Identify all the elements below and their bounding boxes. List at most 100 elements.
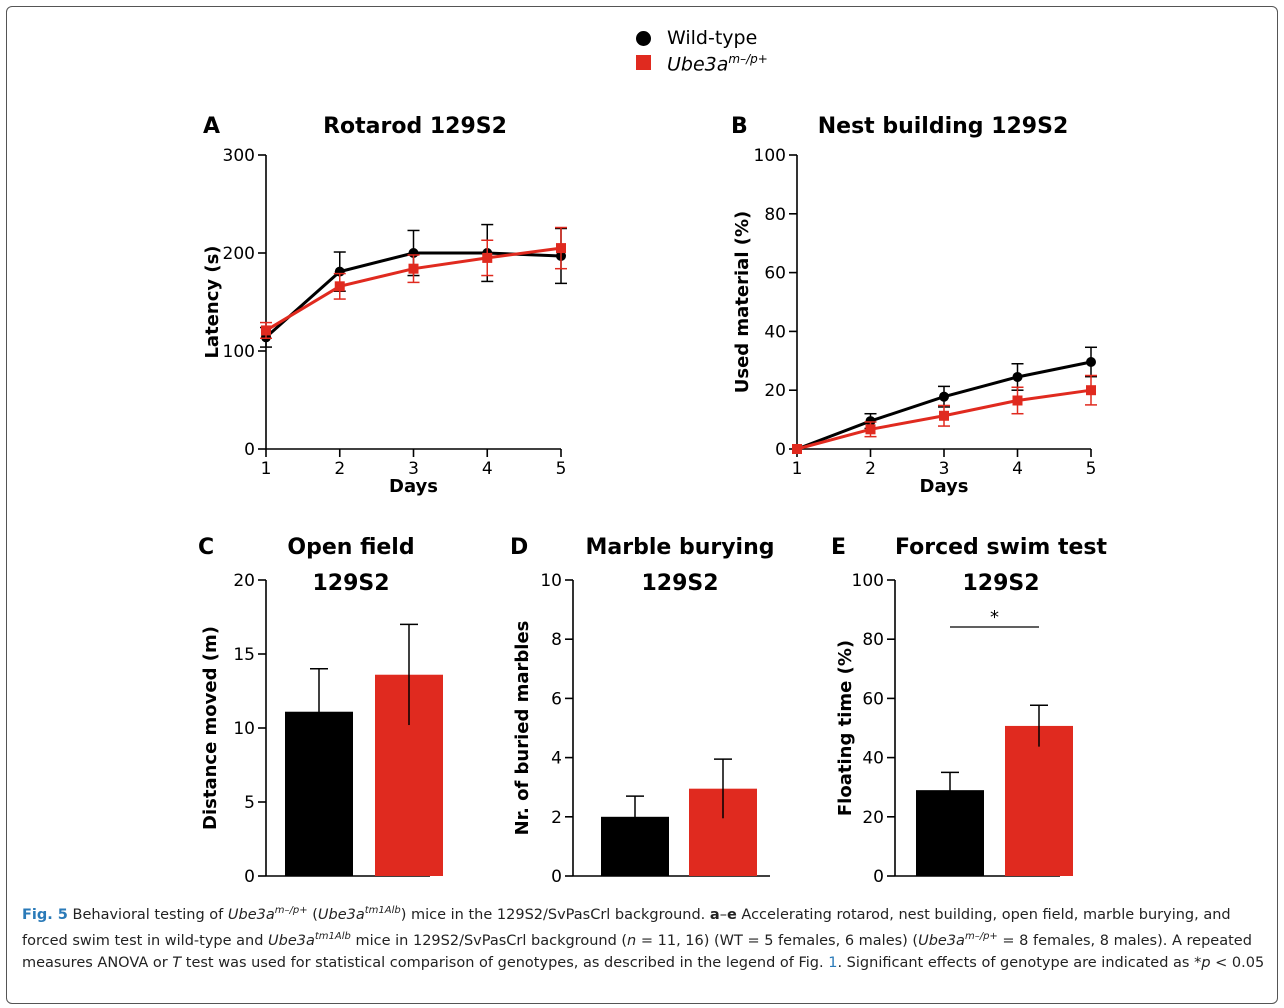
chart-title: 129S2 [312,571,389,596]
x-tick-label: 2 [334,459,345,479]
data-point-mutant [261,325,271,336]
x-tick-label: 4 [1012,459,1023,479]
caption-sup: m–/p+ [964,930,998,942]
caption-text: Behavioral testing of [72,906,228,923]
caption-n: n [627,932,637,949]
chart-title: 129S2 [641,571,718,596]
caption-p: p [1201,954,1211,971]
caption-text: = 8 females, 8 males). A repeated measur… [22,932,1252,971]
caption-text: – [719,906,727,923]
data-point-mutant [482,252,493,263]
data-point-wildtype [939,391,949,402]
chart-title: 129S2 [962,571,1039,596]
y-tick-label: 0 [775,440,786,460]
y-tick-label: 0 [244,867,255,887]
y-tick-label: 8 [551,630,562,650]
y-tick-label: 100 [852,571,884,591]
y-tick-label: 6 [551,689,562,709]
bar-mutant [1005,725,1073,876]
x-tick-label: 5 [1086,459,1097,479]
caption-text: mice in 129S2/SvPasCrl background ( [350,932,628,949]
caption-text: ( [307,906,318,923]
data-point-mutant [792,444,802,454]
y-tick-label: 4 [551,749,562,769]
caption-panel-ref: a [709,906,720,923]
y-axis-label: Latency (s) [202,245,223,358]
data-point-wildtype [865,416,876,427]
panel-letter: B [731,114,748,139]
panel-letter: D [510,535,528,560]
y-axis-label: Nr. of buried marbles [512,621,533,836]
x-tick-label: 1 [261,459,272,479]
y-tick-label: 60 [764,264,786,284]
data-point-mutant [408,263,419,274]
x-tick-label: 3 [408,459,419,479]
y-tick-label: 40 [862,749,884,769]
caption-fig-link[interactable]: 1 [828,954,838,971]
y-tick-label: 100 [223,342,255,362]
legend: Wild-type Ube3am–/p+ [636,26,768,76]
caption-sup: tm1Alb [314,930,351,942]
y-tick-label: 100 [754,146,786,166]
x-tick-label: 5 [556,459,567,479]
y-tick-label: 60 [862,689,884,709]
y-tick-label: 15 [233,645,255,665]
chart-title: Marble burying [585,535,774,560]
significance-marker: * [990,607,999,628]
y-tick-label: 10 [540,571,562,591]
caption-gene: Ube3a [317,906,365,923]
x-tick-label: 2 [865,459,876,479]
legend-item-wildtype: Wild-type [636,26,768,50]
caption-text: ) mice in the 129S2/SvPasCrl background. [400,906,710,923]
y-axis-label: Floating time (%) [835,640,856,816]
y-tick-label: 80 [764,205,786,225]
y-tick-label: 20 [862,808,884,828]
caption-sup: m–/p+ [274,905,308,916]
legend-label-mutant: Ube3am–/p+ [667,47,768,76]
panel-letter: C [198,535,214,560]
x-axis-label: Days [920,476,969,497]
y-tick-label: 2 [551,808,562,828]
y-tick-label: 5 [244,793,255,813]
data-point-mutant [1012,395,1023,406]
chart-title: Open field [287,535,414,560]
x-tick-label: 4 [482,459,493,479]
figure-frame [6,6,1278,1004]
caption-fig-label: Fig. 5 [22,906,68,923]
y-tick-label: 200 [223,244,255,264]
caption-text: = 11, 16) (WT = 5 females, 6 males) ( [636,932,919,949]
data-point-mutant [556,243,566,254]
legend-marker-square [636,54,651,70]
panel-letter: E [831,535,846,560]
legend-label-mutant-base: Ube3a [667,53,729,76]
data-point-mutant [1086,385,1096,396]
y-tick-label: 40 [764,322,786,342]
y-tick-label: 0 [873,867,884,887]
y-axis-label: Distance moved (m) [200,626,221,830]
y-tick-label: 0 [244,440,255,460]
caption-sup: tm1Alb [364,905,401,916]
data-point-wildtype [1086,356,1096,367]
data-point-mutant [939,410,949,421]
y-tick-label: 20 [233,571,255,591]
caption-text: < 0.05 [1210,954,1265,971]
caption-gene: Ube3a [268,932,315,949]
caption-gene: Ube3a [918,932,965,949]
legend-item-mutant: Ube3am–/p+ [636,47,768,76]
y-tick-label: 0 [551,867,562,887]
data-point-mutant [865,424,876,435]
y-tick-label: 80 [862,630,884,650]
legend-label-mutant-sup: m–/p+ [728,52,768,67]
data-point-wildtype [1012,371,1023,382]
figure-caption: Fig. 5 Behavioral testing of Ube3am–/p+ … [22,900,1267,974]
caption-T: T [172,954,182,971]
data-point-mutant [334,281,345,292]
y-tick-label: 300 [223,146,255,166]
x-axis-label: Days [389,476,438,497]
chart-title: Nest building 129S2 [818,114,1069,139]
caption-text: . Significant effects of genotype are in… [837,954,1202,971]
caption-gene: Ube3a [227,906,275,923]
legend-marker-circle [636,30,651,46]
x-tick-label: 1 [792,459,803,479]
